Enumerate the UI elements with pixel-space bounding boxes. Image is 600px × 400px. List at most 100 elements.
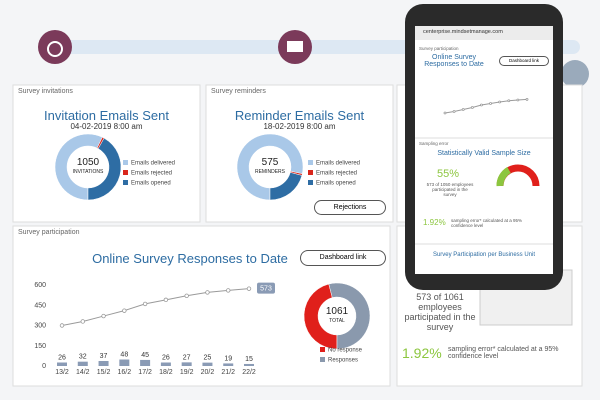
point: [498, 100, 502, 104]
legend-label: Responses: [328, 358, 358, 364]
y-tick-label: 0: [42, 363, 46, 370]
x-tick-label: 21/2: [221, 369, 235, 376]
legend-swatch: [123, 180, 128, 185]
panel-header: Survey participation: [18, 229, 80, 236]
y-tick-label: 300: [34, 323, 46, 330]
bar: [223, 363, 234, 366]
bar-label: 15: [245, 356, 253, 363]
donut-total-label: TOTAL: [329, 318, 345, 324]
phone-graphics: [415, 97, 553, 245]
donut-segment: [269, 172, 303, 201]
x-tick-label: 17/2: [138, 369, 152, 376]
donut-segment: [236, 133, 304, 201]
donut-total-label: INVITATIONS: [73, 169, 104, 175]
donut-segment: [54, 133, 103, 201]
date: 18-02-2019 8:00 am: [263, 122, 336, 131]
legend-swatch: [308, 160, 313, 165]
bar: [77, 361, 88, 366]
bar: [160, 362, 171, 366]
point: [443, 111, 447, 115]
y-tick-label: 600: [34, 282, 46, 289]
legend-swatch: [308, 170, 313, 175]
y-tick-label: 450: [34, 302, 46, 309]
bar: [98, 361, 109, 366]
bar-label: 26: [58, 354, 66, 361]
bar: [57, 362, 67, 366]
participation-summary: 573 of 1050 employees participated in th…: [426, 182, 474, 197]
series-line: [61, 288, 250, 326]
legend-swatch: [320, 347, 325, 352]
sampling-error: 1.92%: [423, 218, 446, 227]
legend-swatch: [123, 160, 128, 165]
panel-header: Sampling error: [419, 141, 449, 146]
date: 04-02-2019 8:00 am: [70, 122, 143, 131]
point: [226, 288, 231, 293]
x-tick-label: 20/2: [201, 369, 215, 376]
donut-total: 1050: [77, 157, 100, 168]
point: [516, 98, 520, 102]
bar: [140, 359, 151, 366]
sampling-note: sampling error* calculated at a 95% conf…: [451, 218, 523, 228]
dashboard-link-button[interactable]: Dashboard link: [499, 56, 549, 66]
panel-title: Online Survey Responses to Date: [92, 251, 288, 266]
legend-label: No response: [328, 348, 363, 354]
legend-label: Emails delivered: [131, 161, 175, 167]
panel-title: Online Survey Responses to Date: [424, 54, 484, 68]
bar-label: 27: [183, 354, 191, 361]
envelope-glyph: [287, 41, 303, 52]
legend-swatch: [320, 357, 325, 362]
point: [461, 108, 465, 111]
bar-label: 48: [120, 352, 128, 359]
end-label: 573: [260, 286, 272, 293]
sampling-note: sampling error* calculated at a 95% conf…: [448, 346, 559, 360]
legend-label: Emails rejected: [316, 171, 357, 177]
bar-label: 37: [100, 353, 108, 360]
x-tick-label: 22/2: [242, 369, 256, 376]
panel-title: Survey Participation per Business Unit: [432, 252, 536, 258]
bar: [244, 363, 254, 366]
legend-label: Emails delivered: [316, 161, 360, 167]
invitation-step-icon[interactable]: [38, 30, 72, 64]
point: [246, 286, 252, 291]
point: [122, 308, 127, 313]
panel-header: Survey reminders: [211, 88, 266, 95]
bar-label: 25: [204, 355, 212, 362]
series-line: [444, 98, 528, 114]
bar-label: 19: [224, 355, 232, 362]
point: [205, 290, 210, 295]
x-tick-label: 13/2: [55, 369, 69, 376]
point: [80, 319, 85, 324]
point: [489, 102, 492, 105]
gauge-band: [496, 166, 511, 187]
point: [480, 103, 483, 107]
point: [184, 293, 189, 298]
next-step-icon[interactable]: [561, 60, 589, 88]
rejections-button[interactable]: Rejections: [314, 200, 386, 215]
x-tick-label: 16/2: [118, 369, 132, 376]
bar: [202, 362, 213, 366]
end-badge: [257, 282, 275, 294]
stopwatch-glyph: [47, 41, 63, 57]
panel-title: Invitation Emails Sent: [43, 108, 169, 123]
point: [59, 323, 65, 328]
legend-label: Emails rejected: [131, 171, 172, 177]
address-bar: [415, 26, 553, 40]
sample-percent: 55%: [437, 168, 460, 180]
panel-header: Survey invitations: [18, 88, 73, 95]
x-tick-label: 19/2: [180, 369, 194, 376]
bar-label: 32: [79, 354, 87, 361]
dashboard-link-button[interactable]: Dashboard link: [300, 250, 386, 266]
url: centerprise.mindsetmanage.com: [423, 29, 503, 35]
point: [470, 106, 474, 109]
panel-header: Survey participation: [419, 46, 459, 51]
donut-segment: [87, 137, 122, 201]
point: [525, 97, 529, 101]
legend-label: Emails opened: [316, 181, 356, 187]
panel-title: Reminder Emails Sent: [234, 108, 365, 123]
sampling-error: 1.92%: [402, 345, 442, 361]
point: [507, 99, 511, 103]
bar-label: 45: [141, 352, 149, 359]
donut-total: 575: [262, 157, 279, 168]
legend-label: Emails opened: [131, 181, 171, 187]
